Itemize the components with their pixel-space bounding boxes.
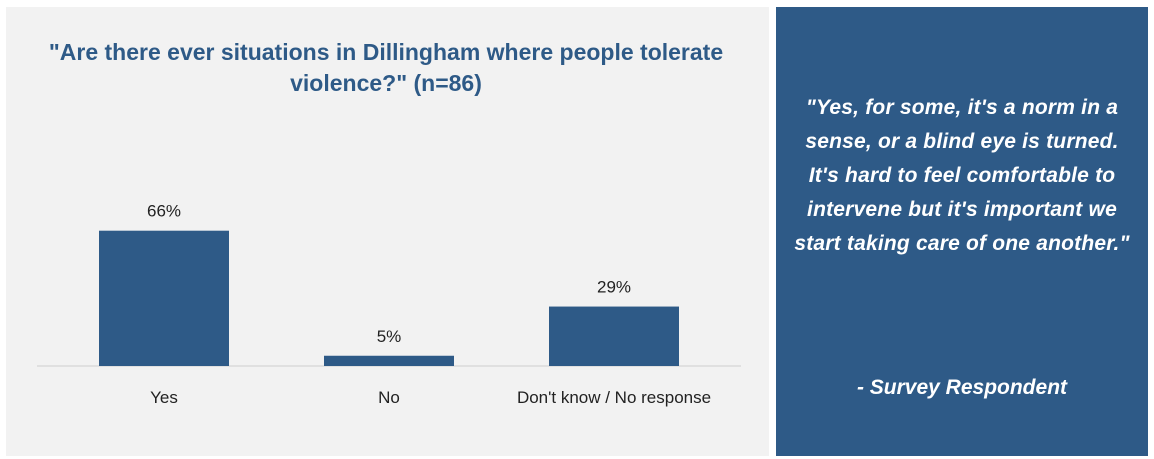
bar-value-label: 29% <box>597 278 631 297</box>
bar-2 <box>549 306 679 366</box>
category-label: Don't know / No response <box>517 388 711 407</box>
bars-layer: 66% Yes 5% No 29% Don't know / No response <box>99 202 711 407</box>
bar-value-label: 66% <box>147 202 181 221</box>
bar-chart: 66% Yes 5% No 29% Don't know / No response <box>37 202 741 407</box>
bar-0 <box>99 230 229 366</box>
quote-text: "Yes, for some, it's a norm in a sense, … <box>794 96 1130 255</box>
chart-panel: 66% Yes 5% No 29% Don't know / No response "A… <box>6 7 769 456</box>
quote-attribution: - Survey Respondent <box>856 376 1068 399</box>
chart-title: "Are there ever situations in Dillingham… <box>48 39 724 96</box>
category-label: Yes <box>150 388 178 407</box>
bar-value-label: 5% <box>377 327 402 346</box>
quote-panel: "Yes, for some, it's a norm in a sense, … <box>776 7 1148 456</box>
category-label: No <box>378 388 400 407</box>
bar-1 <box>324 355 454 366</box>
